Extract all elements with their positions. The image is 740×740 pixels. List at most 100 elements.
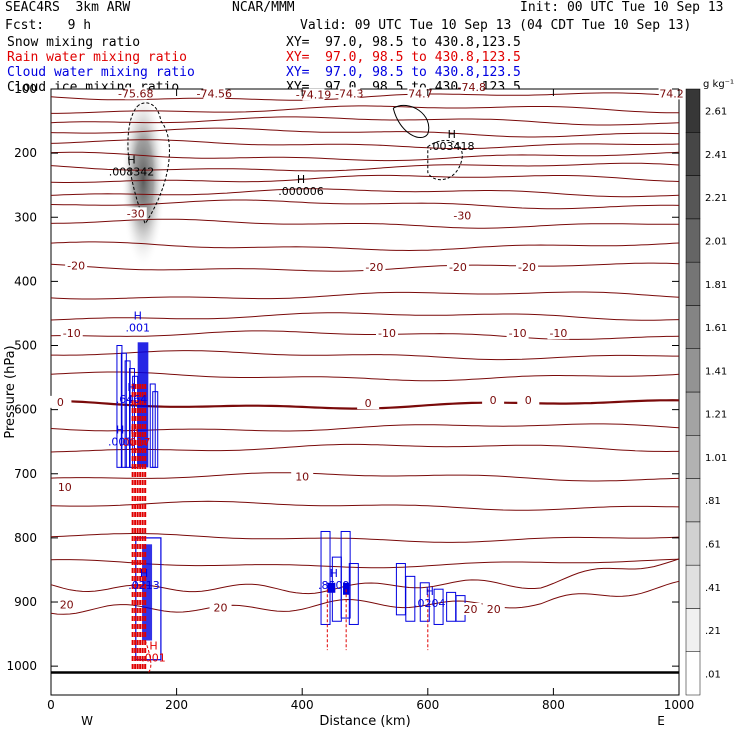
- x-end-label-west: W: [81, 714, 93, 728]
- isotherm-line: [50, 241, 680, 252]
- colorbar-cell: [685, 261, 701, 306]
- colorbar-cell: [685, 608, 701, 652]
- isotherm-label-bg: [302, 88, 325, 101]
- maximum-label: .0213: [128, 579, 160, 592]
- x-tick-label: 200: [165, 698, 188, 712]
- x-tick-label: 600: [416, 698, 439, 712]
- maximum-marker: H: [127, 381, 135, 394]
- isotherm-label: 20: [60, 599, 74, 612]
- x-tick-label: 0: [47, 698, 55, 712]
- isotherm-label: -75.68: [118, 87, 153, 100]
- maximum-label: .001: [126, 321, 151, 334]
- colorbar-unit: g kg⁻¹: [703, 79, 734, 90]
- colorbar-cell: [685, 132, 701, 176]
- colorbar-label: 1.61: [705, 323, 727, 334]
- y-tick-label: 700: [14, 467, 37, 481]
- isotherm-label: 20: [214, 602, 228, 615]
- maximum-label: .003418: [429, 140, 475, 153]
- x-end-label-east: E: [657, 714, 665, 728]
- maximum-label: .001: [141, 652, 166, 665]
- cloud-ice-shading: [121, 98, 166, 279]
- colorbar-cell: [685, 521, 701, 566]
- isotherm-line: [50, 500, 680, 511]
- isotherm-line: [50, 151, 680, 162]
- maximum-marker: H: [116, 424, 124, 437]
- isotherm-label-bg: [203, 87, 226, 100]
- isotherm-line: [50, 174, 680, 183]
- cloud-water-contour: [152, 391, 159, 468]
- y-tick-label: 200: [14, 146, 37, 160]
- isotherm-label-bg: [407, 87, 430, 100]
- isotherm-label: -30: [127, 207, 145, 220]
- colorbar-label: .41: [705, 583, 721, 594]
- maximum-marker: H: [149, 640, 157, 653]
- isotherm-label-bg: [55, 598, 78, 611]
- isotherm-line: [50, 558, 680, 569]
- colorbar-cell: [685, 564, 701, 609]
- isotherm-label-bg: [60, 327, 83, 340]
- rain-water-contour: [144, 640, 152, 673]
- maximum-label: .6464: [116, 393, 148, 406]
- maximum-marker: H: [127, 154, 135, 167]
- isotherm-label: -74.2: [655, 87, 683, 100]
- x-tick-label: 400: [291, 698, 314, 712]
- isotherm-line: [51, 350, 679, 361]
- isotherm-label-bg: [209, 601, 232, 614]
- colorbar-label: 1.81: [705, 280, 727, 291]
- isotherm-line: [50, 472, 680, 482]
- y-tick-label: 800: [14, 531, 37, 545]
- isotherm-label-bg: [357, 397, 380, 410]
- maximum-label: .001: [108, 436, 133, 449]
- isotherm-label-bg: [375, 327, 398, 340]
- maximum-label: .0204: [414, 597, 446, 610]
- isotherm-label-bg: [363, 261, 386, 274]
- cloud-water-core: [327, 582, 336, 593]
- y-tick-label: 900: [14, 595, 37, 609]
- isotherm-line: [50, 127, 680, 138]
- isotherm-label-bg: [338, 87, 361, 100]
- colorbar-label: 1.01: [705, 453, 727, 464]
- isotherm-line: [50, 558, 680, 595]
- isotherm-label: -20: [449, 261, 467, 274]
- header-right2: Valid: 09 UTC Tue 10 Sep 13 (04 CDT Tue …: [300, 18, 692, 33]
- isotherm-label-bg: [451, 209, 474, 222]
- isotherm-label-bg: [49, 395, 72, 408]
- isotherm-line: [50, 371, 680, 382]
- maximum-marker: H: [140, 567, 148, 580]
- isotherm-label: 0: [490, 394, 497, 407]
- snow-contour: [127, 102, 170, 225]
- isotherm-line: [50, 188, 680, 198]
- cloud-water-contour: [135, 537, 162, 661]
- isotherm-label: 0: [525, 394, 532, 407]
- y-tick-label: 1000: [6, 659, 37, 673]
- maximum-marker: H: [330, 567, 338, 580]
- maximum-marker: H: [448, 128, 456, 141]
- isotherm-label: -74.7: [404, 87, 432, 100]
- isotherm-label-bg: [506, 327, 529, 340]
- isotherm-label: 10: [58, 481, 72, 494]
- y-tick-label: 400: [14, 274, 37, 288]
- snow-contour: [427, 139, 463, 181]
- isotherm-label: 20: [487, 603, 501, 616]
- colorbar-label: .61: [705, 540, 721, 551]
- cloud-water-contour: [348, 563, 359, 625]
- isotherm-label: -10: [509, 327, 527, 340]
- isotherm-label: -10: [378, 327, 396, 340]
- field-name-rain: Rain water mixing ratio: [7, 50, 188, 65]
- colorbar-label: 2.01: [705, 237, 727, 248]
- y-tick-label: 300: [14, 210, 37, 224]
- maximum-marker: H: [297, 173, 305, 186]
- isotherm-label-bg: [482, 602, 505, 615]
- maximum-label: .000006: [278, 185, 324, 198]
- cloud-water-contour: [320, 530, 331, 625]
- isotherm-label: -20: [67, 259, 85, 272]
- isotherm-label-bg: [291, 470, 314, 483]
- colorbar-cell: [685, 305, 701, 349]
- colorbar-label: 2.41: [705, 150, 727, 161]
- isotherm-label-bg: [517, 393, 540, 406]
- isotherm-label-bg: [460, 81, 483, 93]
- x-tick-label: 1000: [664, 698, 695, 712]
- isotherm-line: [51, 105, 679, 114]
- isotherm-label: -20: [365, 261, 383, 274]
- y-axis-label: Pressure (hPa): [3, 345, 18, 438]
